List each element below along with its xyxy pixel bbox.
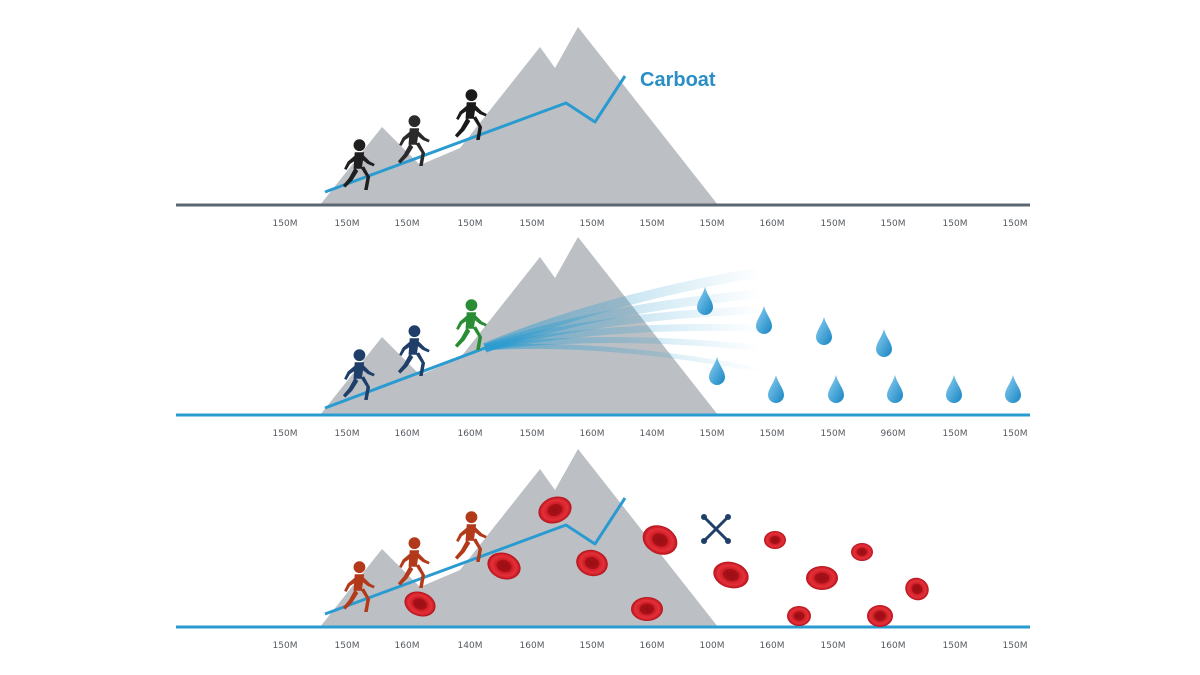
performance-line <box>324 497 627 616</box>
tick-label: 150M <box>881 219 906 229</box>
tick-label: 150M <box>273 641 298 651</box>
mountain-shape <box>320 27 718 205</box>
water-droplet-icon <box>828 375 844 403</box>
tick-label: 160M <box>640 641 665 651</box>
tick-label: 150M <box>580 219 605 229</box>
performance-line <box>324 75 627 194</box>
mountain-shape <box>320 237 718 415</box>
blood-cell-icon <box>713 561 749 589</box>
blood-cell-icon <box>576 549 608 577</box>
tick-label: 160M <box>458 429 483 439</box>
tick-label: 150M <box>640 219 665 229</box>
performance-line <box>324 346 486 410</box>
tick-label: 150M <box>943 219 968 229</box>
tick-label: 150M <box>273 219 298 229</box>
water-droplet-icon <box>756 306 772 334</box>
tick-label: 150M <box>1003 219 1028 229</box>
blood-cell-icon <box>404 591 436 617</box>
tick-label: 150M <box>943 429 968 439</box>
tick-label: 150M <box>580 641 605 651</box>
tick-label: 150M <box>821 641 846 651</box>
tick-label: 150M <box>821 429 846 439</box>
mountain-shape <box>320 449 718 627</box>
panel-carbohydrate: 150M 150M 150M 150M 150M 150M 150M 150M 160M 150M… <box>176 27 1030 229</box>
tick-label: 150M <box>700 219 725 229</box>
water-droplet-icon <box>1005 375 1021 403</box>
tick-label: 160M <box>881 641 906 651</box>
water-droplet-icon <box>946 375 962 403</box>
tick-label: 160M <box>760 641 785 651</box>
tick-label: 150M <box>700 429 725 439</box>
tick-label: 100M <box>700 641 725 651</box>
blood-cell-icon <box>642 525 678 555</box>
tick-label: 150M <box>760 429 785 439</box>
water-droplet-icon <box>876 329 892 357</box>
tick-label: 150M <box>520 219 545 229</box>
cross-icon <box>701 514 731 544</box>
tick-label: 150M <box>395 219 420 229</box>
blood-cell-icon <box>787 606 811 626</box>
tick-label: 150M <box>1003 429 1028 439</box>
panel-label: Carboat <box>640 69 716 91</box>
panel-hydration: 150M 150M 160M 160M 150M 160M 140M 150M 150M 150M… <box>176 237 1030 439</box>
tick-label: 150M <box>520 429 545 439</box>
tick-label: 160M <box>520 641 545 651</box>
water-droplet-icon <box>709 357 725 385</box>
tick-label: 160M <box>395 429 420 439</box>
blood-cell-icon <box>867 605 893 627</box>
panel-blood: 150M 150M 160M 140M 160M 150M 160M 100M 160M 150M… <box>176 449 1030 651</box>
blood-cell-icon <box>538 496 572 524</box>
blood-cell-icon <box>631 597 663 621</box>
tick-label: 960M <box>881 429 906 439</box>
tick-label: 150M <box>1003 641 1028 651</box>
blood-cell-icon <box>851 543 873 561</box>
tick-label: 160M <box>395 641 420 651</box>
blood-cell-icon <box>806 566 838 590</box>
water-droplet-icon <box>887 375 903 403</box>
tick-label: 140M <box>458 641 483 651</box>
tick-label: 150M <box>335 219 360 229</box>
water-spray <box>483 267 761 373</box>
tick-label: 150M <box>273 429 298 439</box>
tick-label: 150M <box>458 219 483 229</box>
water-droplet-icon <box>768 375 784 403</box>
tick-label: 150M <box>335 429 360 439</box>
tick-label: 150M <box>943 641 968 651</box>
tick-label: 160M <box>760 219 785 229</box>
blood-cell-icon <box>487 552 521 580</box>
blood-cell-icon <box>764 531 786 549</box>
panels: 150M 150M 150M 150M 150M 150M 150M 150M 160M 150M… <box>176 27 1030 651</box>
tick-label: 150M <box>335 641 360 651</box>
tick-label: 160M <box>580 429 605 439</box>
water-droplet-icon <box>697 287 713 315</box>
tick-label: 150M <box>821 219 846 229</box>
spray-stream <box>484 343 761 373</box>
tick-label: 140M <box>640 429 665 439</box>
blood-cell-icon <box>905 577 929 601</box>
runner-icon <box>397 325 430 376</box>
water-droplet-icon <box>816 317 832 345</box>
